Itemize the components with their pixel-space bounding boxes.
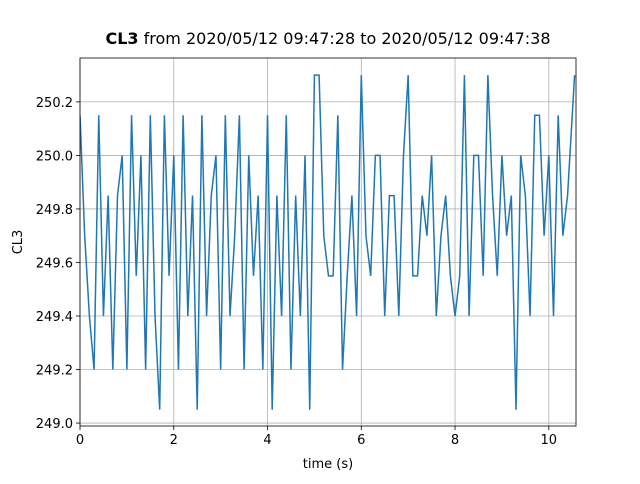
chart-title: CL3 from 2020/05/12 09:47:28 to 2020/05/…	[105, 29, 550, 48]
data-line	[80, 74, 576, 410]
y-tick-label: 250.2	[36, 96, 73, 111]
y-tick-label: 249.0	[36, 417, 73, 432]
x-axis-label: time (s)	[303, 457, 353, 472]
x-tick-label: 10	[541, 433, 558, 448]
title-bold: CL3	[105, 29, 138, 48]
y-tick-label: 249.2	[36, 364, 73, 379]
x-tick-label: 4	[263, 433, 271, 448]
plot-frame	[79, 57, 577, 427]
y-axis-label: CL3	[11, 230, 26, 255]
y-tick-label: 249.8	[36, 203, 73, 218]
x-tick-label: 0	[76, 433, 84, 448]
y-tick-label: 249.6	[36, 256, 73, 271]
title-rest: from 2020/05/12 09:47:28 to 2020/05/12 0…	[144, 29, 551, 48]
y-tick-label: 250.0	[36, 149, 73, 164]
x-tick-label: 6	[357, 433, 365, 448]
y-tick-label: 249.4	[36, 310, 73, 325]
x-tick-label: 2	[170, 433, 178, 448]
x-tick-label: 8	[451, 433, 459, 448]
